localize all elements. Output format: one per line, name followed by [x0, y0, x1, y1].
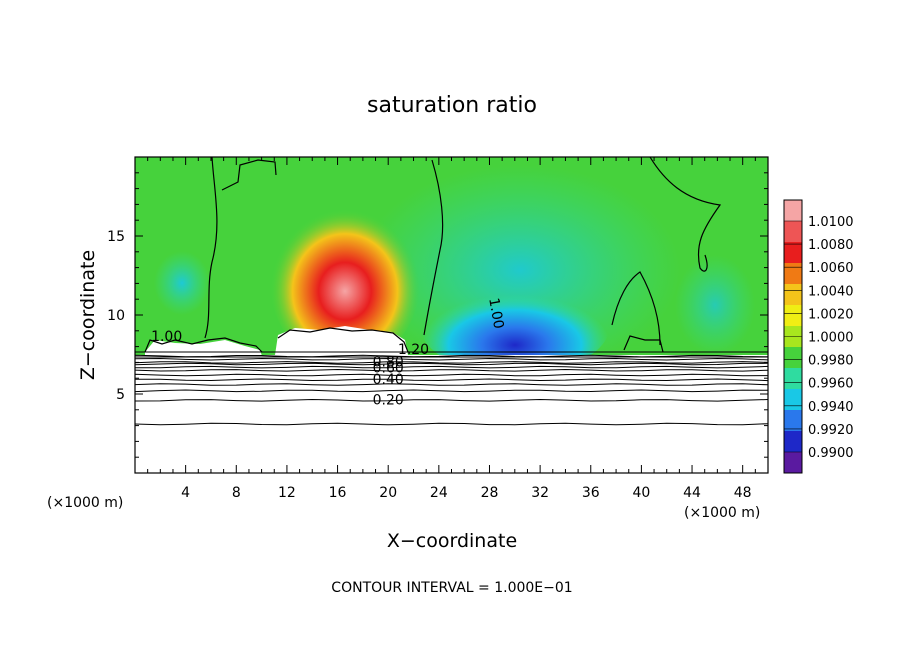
cloud-top-white — [275, 326, 408, 355]
colorbar-swatch — [784, 347, 802, 369]
stratified-contour-line — [135, 368, 768, 372]
contour-one-right — [649, 157, 722, 272]
stratified-contour-line — [135, 383, 768, 386]
x-axis-label: X−coordinate — [387, 530, 517, 552]
x-tick-label: 24 — [430, 485, 448, 501]
contour-interval-note: CONTOUR INTERVAL = 1.000E−01 — [331, 580, 572, 596]
colorbar-label: 1.0080 — [808, 238, 854, 253]
colorbar-swatch — [784, 431, 802, 453]
contour-label: 0.80 — [373, 354, 404, 370]
contour-one-patch — [611, 271, 661, 346]
stratified-contour-line — [135, 362, 768, 366]
x-tick-label: 36 — [582, 485, 600, 501]
contour-one-mid — [423, 159, 444, 336]
colorbar-swatch — [784, 305, 802, 327]
cloud-region — [135, 355, 768, 473]
stratified-contours — [135, 354, 768, 426]
x-unit-label-right: (×1000 m) — [684, 505, 760, 521]
colorbar-swatch — [784, 284, 802, 306]
colorbar-label: 0.9900 — [808, 446, 854, 461]
colorbar-swatch — [784, 263, 802, 285]
contour-label: 1.20 — [398, 342, 429, 358]
stratified-contour-line — [135, 422, 768, 426]
contour-label: 0.40 — [373, 372, 404, 388]
colorbar-label: 0.9980 — [808, 354, 854, 369]
y-tick-label: 10 — [107, 308, 125, 324]
x-tick-label: 4 — [181, 485, 190, 501]
colorbar: 1.0100 1.0080 1.0060 1.0040 1.0020 1.0000 0.99… — [783, 199, 854, 474]
colorbar-swatch — [784, 242, 802, 264]
stratified-contour-line — [135, 373, 768, 377]
colorbar-swatch — [784, 221, 802, 243]
colorbar-label: 1.0000 — [808, 331, 854, 346]
plot-area — [135, 157, 768, 473]
colorbar-swatch — [784, 410, 802, 432]
colorbar-label: 0.9960 — [808, 377, 854, 392]
subsaturated-core — [420, 275, 610, 375]
x-tick-label: 20 — [379, 485, 397, 501]
cyan-patch-left — [154, 251, 210, 315]
contour-label: 0.60 — [373, 361, 404, 377]
y-axis-label: Z−coordinate — [77, 250, 99, 380]
saturation-contours — [204, 157, 722, 346]
x-tick-label: 8 — [232, 485, 241, 501]
colorbar-swatch — [784, 368, 802, 390]
plume-region — [270, 201, 420, 365]
stratified-contour-line — [135, 361, 768, 364]
contour-cloud-right — [623, 335, 664, 353]
contour-one-left — [204, 157, 218, 339]
cloud-top-band — [135, 351, 768, 358]
colorbar-label: 1.0040 — [808, 284, 854, 299]
x-tick-label: 44 — [683, 485, 701, 501]
colorbar-label: 1.0060 — [808, 261, 854, 276]
x-unit-label-left: (×1000 m) — [47, 495, 123, 511]
contour-cloud-main — [277, 327, 409, 353]
colorbar-label: 1.0100 — [808, 215, 854, 230]
contour-cloud-left — [144, 337, 263, 353]
x-tick-label: 48 — [734, 485, 752, 501]
x-tick-label: 32 — [531, 485, 549, 501]
contour-labels: 1.200.800.600.40 0.20 1.00 1.00 — [151, 297, 506, 409]
y-tick-label: 5 — [116, 387, 125, 403]
x-tick-label: 12 — [278, 485, 296, 501]
colorbar-swatch — [784, 200, 802, 222]
y-tick-label: 15 — [107, 229, 125, 245]
x-axis-ticks: 4 8 12 16 20 24 28 32 36 40 44 48 — [147, 157, 756, 501]
y-axis-ticks: 5 10 15 — [107, 172, 768, 458]
cloud-contours — [144, 327, 664, 353]
stratified-contour-line — [135, 389, 768, 393]
contour-label: 1.00 — [485, 297, 506, 330]
x-tick-label: 28 — [481, 485, 499, 501]
stratified-contour-line — [135, 365, 768, 369]
colorbar-swatch — [784, 389, 802, 411]
contour-label: 0.20 — [373, 392, 404, 408]
x-tick-label: 16 — [329, 485, 347, 501]
colorbar-label: 1.0020 — [808, 307, 854, 322]
colorbar-label: 0.9940 — [808, 400, 854, 415]
x-tick-label: 40 — [632, 485, 650, 501]
stratified-contour-line — [135, 378, 768, 382]
colorbar-label: 0.9920 — [808, 423, 854, 438]
stratified-contour-line — [135, 398, 768, 402]
contour-label: 1.00 — [151, 329, 182, 345]
contour-one-top — [221, 159, 277, 191]
cyan-patch-far-right — [675, 255, 755, 355]
stratified-contour-line — [135, 357, 768, 361]
chart-title: saturation ratio — [367, 93, 537, 118]
colorbar-swatch — [784, 452, 802, 474]
